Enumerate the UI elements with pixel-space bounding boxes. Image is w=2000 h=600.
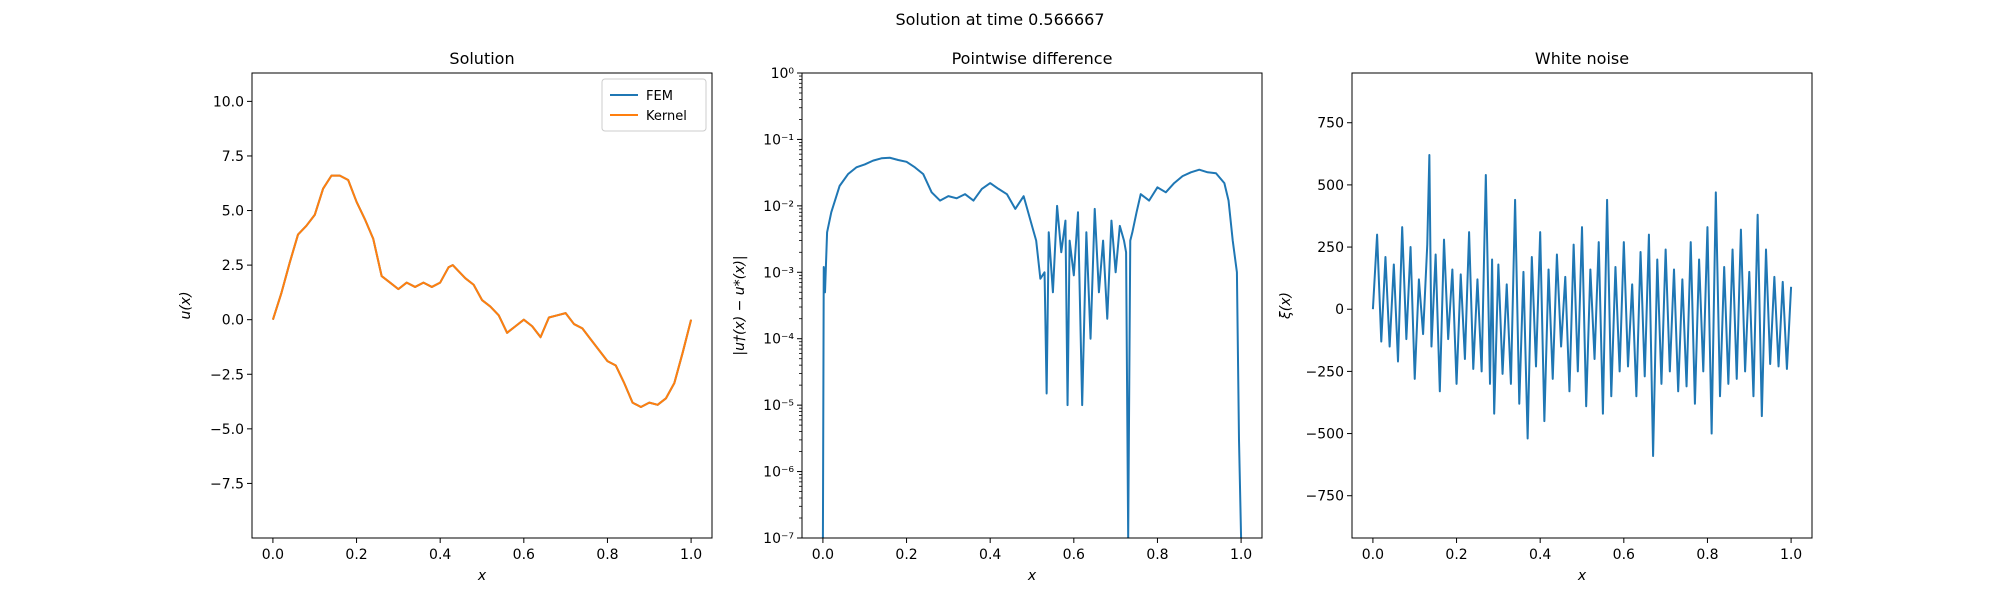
subplots: 0.0 0.2 0.4 0.6 0.8 1.0 −7.5 −5.0 −2.5 0.0 2.5 5.0 7… <box>178 49 1813 584</box>
legend: FEM Kernel <box>601 78 707 132</box>
y-tick-label: −5.0 <box>210 422 244 438</box>
legend-box <box>601 78 707 132</box>
y-tick-label: 0 <box>1335 302 1344 318</box>
y-tick-label: −750 <box>1306 489 1344 505</box>
series-line-fem <box>271 174 693 409</box>
y-tick-label: −500 <box>1306 427 1344 443</box>
axes-frame <box>1351 72 1813 539</box>
axes-frame <box>801 72 1263 539</box>
y-tick-label: 10.0 <box>213 94 244 110</box>
x-tick-label: 0.6 <box>1063 547 1085 563</box>
x-tick-label: 0.2 <box>1445 547 1467 563</box>
y-axis-label: u(x) <box>178 291 194 319</box>
y-axis-label: ξ(x) <box>1278 292 1294 320</box>
legend-label: Kernel <box>646 109 687 124</box>
x-tick-label: 0.4 <box>1529 547 1551 563</box>
y-tick-label: 0.0 <box>222 313 244 329</box>
y-tick-label: −250 <box>1306 364 1344 380</box>
series-line-1 <box>1371 154 1793 457</box>
x-tick-label: 1.0 <box>1230 547 1252 563</box>
subplot-title: Pointwise difference <box>952 49 1113 68</box>
figure-suptitle: Solution at time 0.566667 <box>895 10 1104 29</box>
y-tick-label: 10⁻⁴ <box>763 332 794 348</box>
subplot-2: 0.0 0.2 0.4 0.6 0.8 1.0 10⁻⁷ 10⁻⁶ 10⁻⁵ 10⁻⁴ 10⁻³ 10… <box>732 49 1263 584</box>
y-tick-label: 10⁰ <box>771 66 795 82</box>
x-tick-label: 0.4 <box>429 547 451 563</box>
y-tick-label: 10⁻⁷ <box>763 531 794 547</box>
y-tick-label: 10⁻⁵ <box>763 398 794 414</box>
x-tick-label: 0.8 <box>1146 547 1168 563</box>
y-axis-label: |u†(x) − u*(x)| <box>732 255 748 355</box>
legend-label: FEM <box>646 89 673 104</box>
y-tick-label: 5.0 <box>222 204 244 220</box>
x-tick-label: 1.0 <box>680 547 702 563</box>
y-tick-label: 10⁻³ <box>763 265 794 281</box>
x-tick-label: 0.8 <box>1696 547 1718 563</box>
y-tick-label: −7.5 <box>210 476 244 492</box>
x-axis-label: x <box>477 568 487 584</box>
subplot-title: Solution <box>449 49 514 68</box>
subplot-3: 0.0 0.2 0.4 0.6 0.8 1.0 −750 −500 −250 0 250 500 750… <box>1278 49 1813 584</box>
series-line-1 <box>821 156 1243 538</box>
y-tick-label: 500 <box>1317 178 1344 194</box>
x-tick-label: 0.0 <box>262 547 284 563</box>
x-tick-label: 0.6 <box>513 547 535 563</box>
y-tick-label: 10⁻² <box>763 199 794 215</box>
x-tick-label: 1.0 <box>1780 547 1802 563</box>
x-tick-label: 0.8 <box>596 547 618 563</box>
subplot-title: White noise <box>1535 49 1629 68</box>
x-tick-label: 0.0 <box>812 547 834 563</box>
x-tick-label: 0.2 <box>895 547 917 563</box>
y-tick-label: 2.5 <box>222 258 244 274</box>
axes-frame <box>251 72 713 539</box>
x-tick-label: 0.2 <box>345 547 367 563</box>
x-axis-label: x <box>1577 568 1587 584</box>
y-tick-label: 10⁻¹ <box>763 132 794 148</box>
y-tick-label: 7.5 <box>222 149 244 165</box>
x-tick-label: 0.4 <box>979 547 1001 563</box>
x-tick-label: 0.6 <box>1613 547 1635 563</box>
y-tick-label: −2.5 <box>210 367 244 383</box>
x-tick-label: 0.0 <box>1362 547 1384 563</box>
series-line-kernel <box>271 174 693 409</box>
y-tick-label: 10⁻⁶ <box>763 465 794 481</box>
x-axis-label: x <box>1027 568 1037 584</box>
subplot-1: 0.0 0.2 0.4 0.6 0.8 1.0 −7.5 −5.0 −2.5 0.0 2.5 5.0 7… <box>178 49 713 584</box>
y-tick-label: 750 <box>1317 116 1344 132</box>
y-tick-label: 250 <box>1317 240 1344 256</box>
